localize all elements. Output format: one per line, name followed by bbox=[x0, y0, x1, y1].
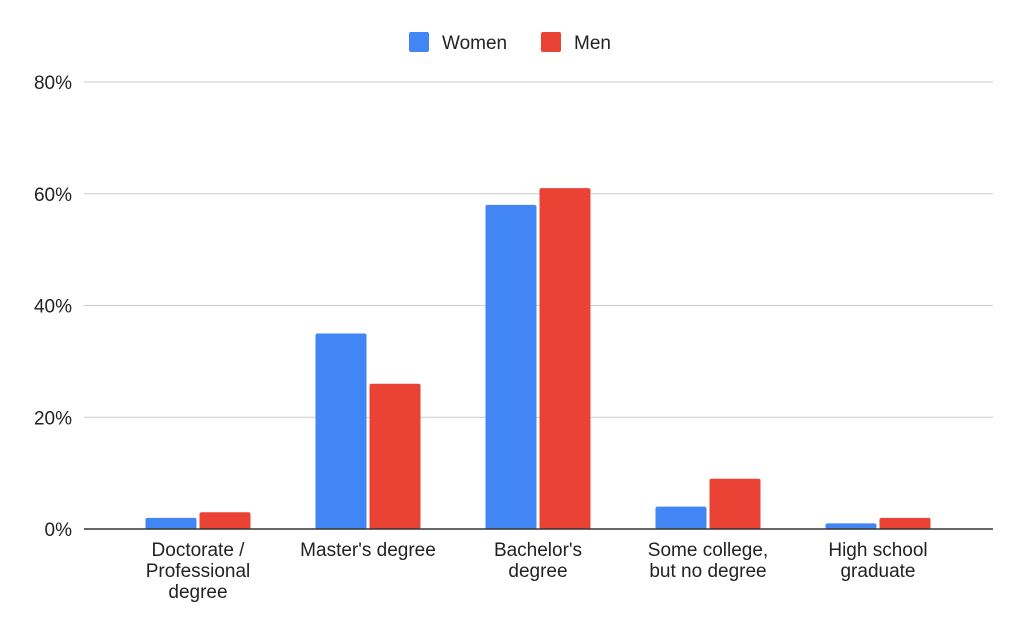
bar-women-4 bbox=[825, 523, 877, 529]
bar-women-2 bbox=[485, 204, 537, 530]
x-tick-label-line: High school bbox=[828, 540, 927, 561]
x-tick-label: Bachelor's degree bbox=[494, 540, 582, 582]
bar-men-4 bbox=[879, 517, 931, 529]
bar-women-1 bbox=[315, 333, 367, 529]
x-tick-label: Doctorate / Professional degree bbox=[146, 540, 251, 603]
x-tick-label: High school graduate bbox=[828, 540, 927, 582]
x-tick-label-line: graduate bbox=[840, 561, 915, 582]
x-tick-label: Master's degree bbox=[300, 540, 436, 561]
chart-legend: Women Men bbox=[409, 32, 611, 54]
bar-men-1 bbox=[369, 383, 421, 529]
legend-label-men: Men bbox=[574, 33, 611, 54]
legend-label-women: Women bbox=[442, 33, 507, 54]
x-tick-label-line: Master's degree bbox=[300, 540, 436, 561]
legend-swatch-women bbox=[409, 32, 429, 52]
x-tick-label-line: Professional bbox=[146, 561, 251, 582]
x-tick-label-line: but no degree bbox=[649, 561, 766, 582]
y-axis: 0% 20% 40% 60% 80% bbox=[34, 73, 72, 541]
y-tick-label: 60% bbox=[34, 185, 72, 206]
bar-women-0 bbox=[145, 517, 197, 529]
bar-men-2 bbox=[539, 188, 591, 529]
bar-men-0 bbox=[199, 512, 251, 529]
chart-gridlines bbox=[84, 81, 993, 418]
x-tick-label-line: degree bbox=[168, 582, 227, 603]
x-tick-label: Some college, but no degree bbox=[648, 540, 768, 582]
y-tick-label: 40% bbox=[34, 297, 72, 318]
bar-women-3 bbox=[655, 506, 707, 529]
x-tick-label-line: Bachelor's bbox=[494, 540, 582, 561]
x-tick-label-line: Doctorate / bbox=[152, 540, 246, 561]
x-tick-label-line: degree bbox=[508, 561, 567, 582]
x-tick-label-line: Some college, bbox=[648, 540, 768, 561]
chart-bars bbox=[145, 188, 931, 530]
y-tick-label: 80% bbox=[34, 73, 72, 94]
y-tick-label: 20% bbox=[34, 408, 72, 429]
y-tick-label: 0% bbox=[45, 520, 73, 541]
bar-men-3 bbox=[709, 478, 761, 529]
legend-swatch-men bbox=[541, 32, 561, 52]
